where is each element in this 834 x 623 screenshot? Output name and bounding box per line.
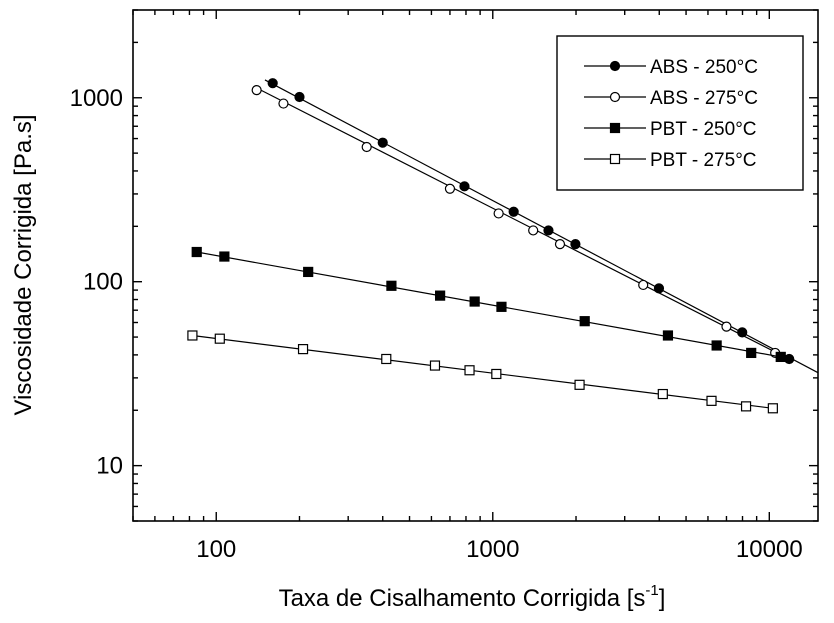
data-point	[294, 91, 305, 103]
x-axis-title-close: ]	[659, 585, 666, 612]
data-point	[187, 330, 198, 341]
data-point	[767, 403, 778, 414]
legend-marker	[609, 91, 621, 103]
data-point	[721, 321, 732, 332]
data-point	[444, 183, 456, 194]
data-point	[278, 98, 289, 109]
y-tick-label: 1000	[70, 85, 123, 112]
data-point	[638, 279, 649, 291]
data-point	[464, 365, 475, 376]
x-axis-title-main: Taxa de Cisalhamento Corrigida [s	[279, 585, 646, 612]
legend-label: ABS - 275°C	[650, 88, 758, 109]
x-tick-label: 10000	[736, 536, 803, 563]
data-point	[493, 208, 504, 219]
data-point	[508, 206, 519, 217]
y-tick-label: 100	[83, 269, 123, 296]
data-point	[381, 353, 392, 365]
data-point	[706, 395, 717, 406]
data-point	[775, 351, 786, 363]
series-layer	[187, 78, 819, 414]
data-point	[469, 296, 480, 307]
plot-frame	[132, 9, 819, 522]
legend-entry: ABS - 250°C	[584, 57, 758, 78]
legend-label: PBT - 250°C	[650, 119, 757, 140]
series-fit-line	[256, 87, 782, 356]
legend-marker	[609, 122, 621, 134]
legend-entry: PBT - 275°C	[584, 150, 757, 171]
data-point	[297, 344, 309, 355]
legend-label: ABS - 250°C	[650, 57, 758, 78]
data-point	[219, 251, 230, 262]
series-fit-line	[196, 251, 781, 358]
x-tick-label: 100	[196, 536, 236, 563]
data-point	[191, 246, 202, 258]
legend-box	[556, 35, 804, 191]
data-point	[361, 141, 372, 153]
legend-marker	[609, 153, 621, 165]
data-point	[429, 360, 441, 371]
data-point	[657, 388, 668, 400]
series-3	[191, 246, 786, 363]
data-point	[435, 290, 446, 301]
data-point	[543, 225, 554, 236]
x-axis-title-exponent: -1	[645, 582, 658, 599]
x-axis-title: Taxa de Cisalhamento Corrigida [s-1]	[279, 582, 666, 612]
y-axis-title: Viscosidade Corrigida [Pa.s]	[10, 114, 37, 415]
legend-marker	[609, 60, 621, 72]
legend-entry: ABS - 275°C	[584, 88, 758, 109]
data-point	[496, 301, 507, 312]
series-2	[251, 85, 782, 359]
data-point	[386, 280, 397, 291]
series-fit-line	[192, 334, 773, 409]
data-point	[579, 316, 590, 327]
series-4	[187, 330, 778, 414]
legend: ABS - 250°C ABS - 275°C PBT - 250°C PBT - 2…	[556, 35, 804, 191]
data-point	[746, 347, 757, 359]
data-point	[662, 330, 674, 341]
data-point	[784, 353, 795, 365]
data-point	[528, 225, 539, 236]
legend-entry: PBT - 250°C	[584, 119, 757, 140]
data-point	[491, 368, 502, 380]
data-point	[570, 239, 581, 250]
data-point	[459, 181, 470, 192]
x-tick-label: 1000	[466, 536, 519, 563]
data-point	[554, 239, 566, 250]
data-point	[711, 340, 722, 351]
y-tick-label: 10	[96, 453, 123, 480]
data-point	[574, 379, 585, 390]
axes-layer: 100 1000 10000 10 100 1000	[70, 9, 818, 563]
data-point	[251, 85, 262, 96]
data-point	[214, 333, 225, 344]
data-point	[267, 78, 278, 89]
data-point	[740, 401, 752, 412]
data-point	[303, 266, 314, 278]
data-point	[377, 137, 388, 148]
legend-label: PBT - 275°C	[650, 150, 757, 171]
